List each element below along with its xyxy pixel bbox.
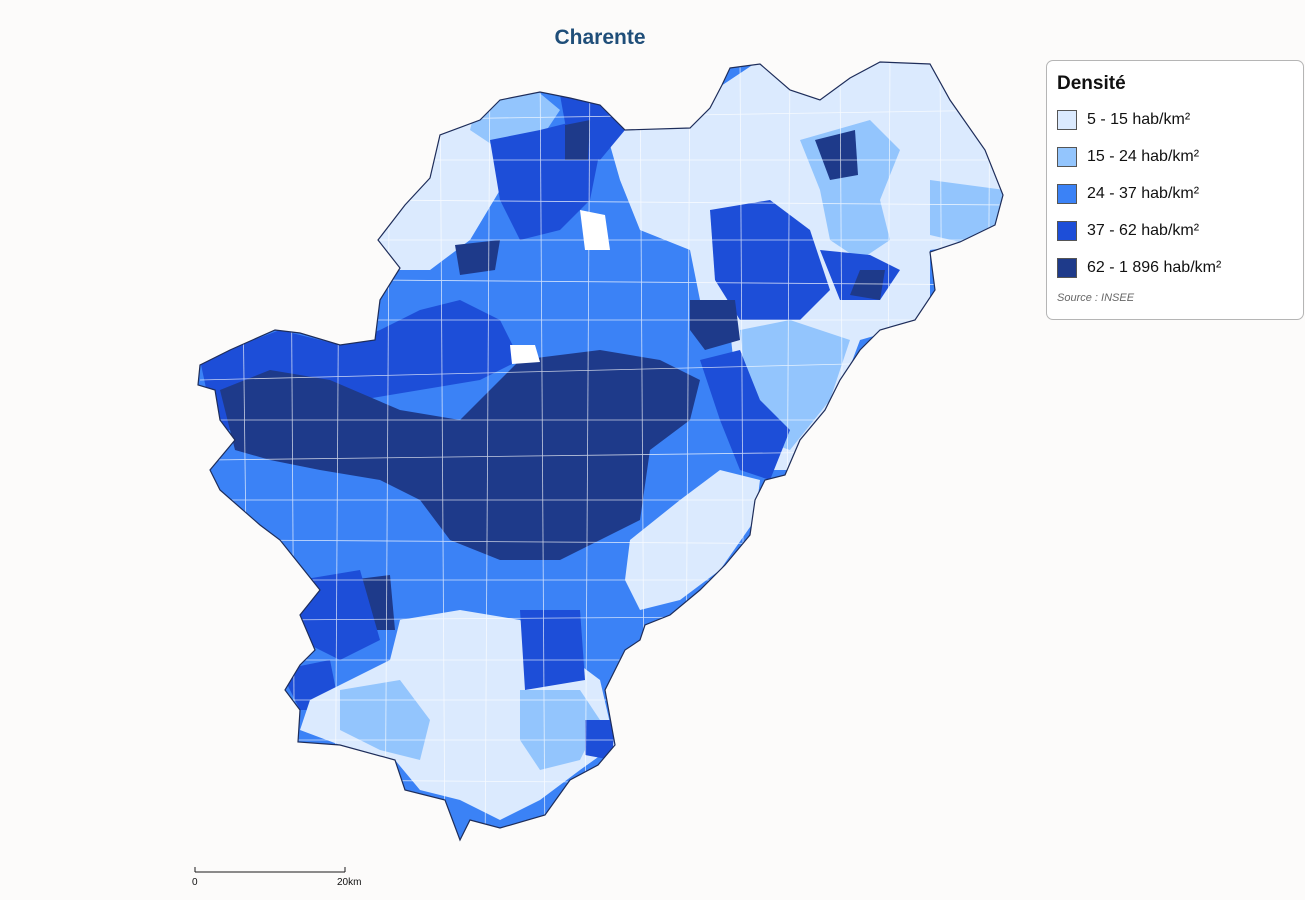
- scale-end-label: 20km: [337, 877, 362, 888]
- zone-dark-patch-4: [850, 270, 885, 300]
- legend-item: 15 - 24 hab/km²: [1057, 138, 1293, 175]
- legend-swatch: [1057, 220, 1077, 241]
- legend-label: 37 - 62 hab/km²: [1087, 221, 1200, 239]
- zone-north-light: [370, 120, 500, 270]
- zone-south-dark-blue: [520, 610, 585, 690]
- zone-dark-patch-1: [455, 240, 500, 275]
- zone-dark-patch-2: [690, 300, 740, 350]
- legend-label: 5 - 15 hab/km²: [1087, 110, 1191, 128]
- zone-southeast-light: [625, 470, 760, 610]
- zone-east-medium-dark: [710, 200, 830, 320]
- zone-south-medium-2: [520, 690, 600, 770]
- map-hole-north: [580, 210, 610, 250]
- legend-source: Source : INSEE: [1057, 292, 1135, 304]
- legend-panel: Densité 5 - 15 hab/km² 15 - 24 hab/km² 2…: [1046, 60, 1304, 320]
- zone-far-east-medium: [930, 180, 1003, 242]
- zone-east-strip-2: [700, 350, 790, 480]
- zone-central-dark-core: [220, 350, 700, 560]
- legend-swatch: [1057, 257, 1077, 278]
- legend-item: 5 - 15 hab/km²: [1057, 101, 1293, 138]
- legend-swatch: [1057, 109, 1077, 130]
- legend-item: 37 - 62 hab/km²: [1057, 212, 1293, 249]
- scale-start-label: 0: [192, 877, 198, 888]
- legend-swatch: [1057, 146, 1077, 167]
- legend-title: Densité: [1057, 73, 1126, 94]
- department-boundary: [197, 61, 1004, 842]
- legend-swatch: [1057, 183, 1077, 204]
- map-hole-center: [510, 345, 540, 364]
- legend-item: 62 - 1 896 hab/km²: [1057, 249, 1293, 286]
- legend-item: 24 - 37 hab/km²: [1057, 175, 1293, 212]
- zone-dark-patch-3: [815, 130, 858, 180]
- legend-label: 15 - 24 hab/km²: [1087, 147, 1200, 165]
- zone-southwest-dark-blue: [300, 570, 380, 660]
- choropleth-map: [194, 61, 1004, 873]
- legend-label: 24 - 37 hab/km²: [1087, 184, 1200, 202]
- scale-bar: [194, 867, 346, 873]
- legend-label: 62 - 1 896 hab/km²: [1087, 258, 1222, 276]
- zone-dark-patch-7: [565, 120, 590, 160]
- map-title: Charente: [554, 26, 646, 49]
